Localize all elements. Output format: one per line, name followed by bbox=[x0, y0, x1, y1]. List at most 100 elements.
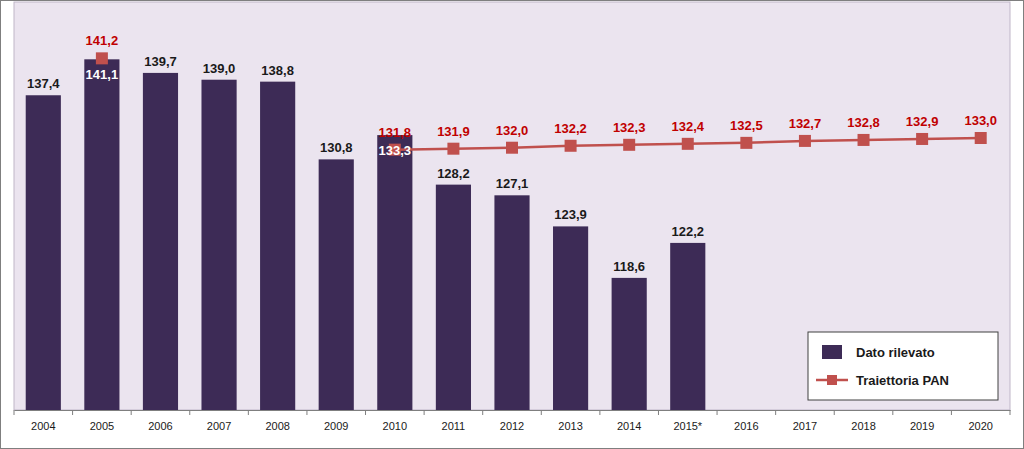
x-tick: 2018 bbox=[851, 410, 875, 432]
line bbox=[102, 58, 981, 149]
bar bbox=[319, 159, 354, 410]
data-label: 132,2 bbox=[554, 121, 587, 136]
legend: Dato rilevato Traiettoria PAN bbox=[808, 332, 998, 400]
x-tick-label: 2012 bbox=[500, 420, 524, 432]
category-separator bbox=[717, 410, 718, 415]
data-label: 132,3 bbox=[613, 120, 646, 135]
line-marker bbox=[975, 132, 987, 144]
bar bbox=[84, 59, 119, 410]
bar bbox=[377, 135, 412, 410]
bar bbox=[26, 95, 61, 410]
data-label: 132,7 bbox=[789, 116, 822, 131]
data-label: 141,1 bbox=[86, 67, 119, 82]
line-marker bbox=[682, 138, 694, 150]
category-separator bbox=[892, 410, 893, 415]
legend-label: Traiettoria PAN bbox=[856, 373, 949, 388]
x-tick-label: 2015* bbox=[673, 420, 702, 432]
line-marker bbox=[623, 139, 635, 151]
x-tick-label: 2006 bbox=[148, 420, 172, 432]
data-label: 138,8 bbox=[261, 63, 294, 78]
category-separator bbox=[306, 410, 307, 415]
x-tick: 2020 bbox=[968, 410, 992, 432]
category-separator bbox=[72, 410, 73, 415]
chart-border bbox=[1, 1, 1024, 449]
x-tick: 2009 bbox=[324, 410, 348, 432]
data-label: 133,3 bbox=[379, 143, 412, 158]
data-label: 139,7 bbox=[144, 54, 177, 69]
x-tick: 2017 bbox=[793, 410, 817, 432]
category-separator bbox=[951, 410, 952, 415]
category-separator bbox=[599, 410, 600, 415]
legend-swatch bbox=[822, 345, 842, 359]
x-tick: 2010 bbox=[383, 410, 407, 432]
line-marker bbox=[447, 143, 459, 155]
category-separator bbox=[482, 410, 483, 415]
bar bbox=[670, 243, 705, 410]
bar bbox=[143, 73, 178, 410]
plot-frame bbox=[14, 2, 1010, 410]
data-label: 132,8 bbox=[847, 115, 880, 130]
category-separator bbox=[775, 410, 776, 415]
category-separator bbox=[834, 410, 835, 415]
x-tick: 2004 bbox=[31, 410, 55, 432]
x-tick: 2007 bbox=[207, 410, 231, 432]
x-tick: 2014 bbox=[617, 410, 641, 432]
line-marker bbox=[916, 133, 928, 145]
x-tick-label: 2013 bbox=[558, 420, 582, 432]
x-tick-label: 2009 bbox=[324, 420, 348, 432]
data-label: 131,9 bbox=[437, 124, 470, 139]
x-tick-label: 2017 bbox=[793, 420, 817, 432]
bar bbox=[436, 185, 471, 410]
data-label: 139,0 bbox=[203, 61, 236, 76]
x-tick: 2013 bbox=[558, 410, 582, 432]
category-separator bbox=[424, 410, 425, 415]
category-separator bbox=[365, 410, 366, 415]
x-tick-label: 2004 bbox=[31, 420, 55, 432]
category-separator bbox=[248, 410, 249, 415]
line-marker bbox=[799, 135, 811, 147]
data-label: 128,2 bbox=[437, 166, 470, 181]
x-tick: 2008 bbox=[265, 410, 289, 432]
data-label: 133,0 bbox=[964, 113, 997, 128]
x-tick: 2011 bbox=[442, 410, 466, 432]
data-label: 132,4 bbox=[671, 119, 704, 134]
legend-label: Dato rilevato bbox=[856, 345, 935, 360]
bar bbox=[553, 226, 588, 410]
bar bbox=[260, 82, 295, 410]
x-tick-label: 2007 bbox=[207, 420, 231, 432]
category-separator bbox=[14, 410, 15, 415]
chart: 137,4 141,1 139,7 139,0 138,8 130,8 133,3 128,2… bbox=[0, 0, 1024, 449]
x-tick-label: 2010 bbox=[383, 420, 407, 432]
category-separator bbox=[541, 410, 542, 415]
category-separator bbox=[1010, 410, 1011, 415]
x-tick-label: 2018 bbox=[851, 420, 875, 432]
data-labels: 137,4 141,1 139,7 139,0 138,8 130,8 133,3 128,2… bbox=[27, 33, 997, 274]
data-label: 118,6 bbox=[613, 259, 645, 274]
line-marker bbox=[96, 52, 108, 64]
data-label: 130,8 bbox=[320, 140, 353, 155]
x-tick-label: 2020 bbox=[968, 420, 992, 432]
legend-box bbox=[808, 332, 998, 400]
line-marker bbox=[858, 134, 870, 146]
data-label: 137,4 bbox=[27, 76, 60, 91]
data-label: 123,9 bbox=[554, 207, 587, 222]
x-axis-line bbox=[15, 410, 1011, 411]
x-tick-label: 2005 bbox=[90, 420, 114, 432]
bar bbox=[201, 80, 236, 410]
data-label: 141,2 bbox=[86, 33, 119, 48]
data-label: 132,5 bbox=[730, 118, 763, 133]
x-tick: 2005 bbox=[90, 410, 114, 432]
bar bbox=[494, 195, 529, 410]
category-separator bbox=[658, 410, 659, 415]
x-tick: 2016 bbox=[734, 410, 758, 432]
line-marker bbox=[565, 140, 577, 152]
data-label: 131,8 bbox=[379, 125, 412, 140]
x-tick-label: 2008 bbox=[265, 420, 289, 432]
category-separator bbox=[131, 410, 132, 415]
x-tick-label: 2016 bbox=[734, 420, 758, 432]
line-marker bbox=[740, 137, 752, 149]
x-axis: 2004 2005 2006 2007 2008 2009 2010 2011 2012 2013… bbox=[15, 410, 1011, 432]
data-label: 132,9 bbox=[906, 114, 939, 129]
category-separator bbox=[189, 410, 190, 415]
x-tick-label: 2014 bbox=[617, 420, 641, 432]
